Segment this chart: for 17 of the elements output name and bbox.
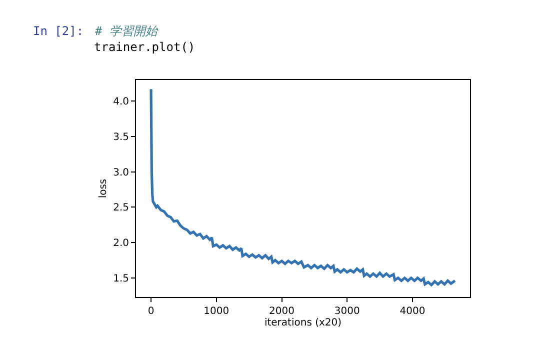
x-tick-label: 2000: [269, 306, 294, 317]
y-tick-label: 2.0: [113, 238, 129, 250]
text: trainer.plot(): [94, 40, 196, 54]
text: In [2]:: [33, 24, 84, 38]
x-tick-label: 1000: [204, 306, 230, 317]
y-tick-label: 4.0: [113, 96, 129, 108]
y-tick-label: 3.5: [113, 132, 129, 144]
x-axis-title: iterations (x20): [264, 318, 342, 328]
y-tick-label: 2.5: [113, 202, 129, 214]
x-tick-label: 4000: [400, 306, 426, 317]
x-tick-label: 0: [148, 306, 154, 317]
text: # 学習開始: [94, 24, 158, 38]
y-tick-label: 1.5: [113, 273, 129, 284]
line-series: [150, 88, 456, 286]
x-tick-label: 3000: [334, 306, 360, 317]
y-axis-title: loss: [98, 178, 110, 198]
y-tick-label: 3.0: [113, 167, 129, 178]
